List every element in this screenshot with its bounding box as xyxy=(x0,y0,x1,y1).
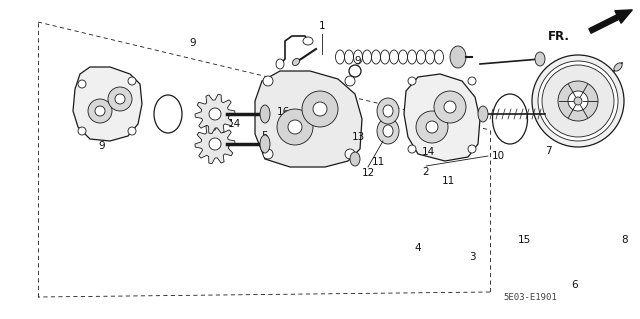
Circle shape xyxy=(468,145,476,153)
Circle shape xyxy=(574,97,582,105)
Circle shape xyxy=(288,120,302,134)
Circle shape xyxy=(209,108,221,120)
Ellipse shape xyxy=(383,105,393,117)
Ellipse shape xyxy=(614,63,622,71)
Circle shape xyxy=(468,77,476,85)
Polygon shape xyxy=(404,74,480,161)
Text: 9: 9 xyxy=(99,141,106,151)
Ellipse shape xyxy=(303,37,313,45)
Circle shape xyxy=(558,81,598,121)
Text: 14: 14 xyxy=(227,119,241,129)
Text: 7: 7 xyxy=(545,146,551,156)
Text: 9: 9 xyxy=(189,38,196,48)
Ellipse shape xyxy=(292,58,300,65)
Circle shape xyxy=(302,91,338,127)
Circle shape xyxy=(313,102,327,116)
Text: 12: 12 xyxy=(362,168,374,178)
Circle shape xyxy=(444,101,456,113)
Circle shape xyxy=(115,94,125,104)
Circle shape xyxy=(434,91,466,123)
Ellipse shape xyxy=(260,135,270,153)
Text: 11: 11 xyxy=(371,157,385,167)
Ellipse shape xyxy=(478,106,488,122)
Circle shape xyxy=(88,99,112,123)
Circle shape xyxy=(277,109,313,145)
Circle shape xyxy=(263,149,273,159)
Text: 10: 10 xyxy=(492,151,504,161)
Circle shape xyxy=(345,76,355,86)
Text: 14: 14 xyxy=(421,147,435,157)
Ellipse shape xyxy=(377,98,399,124)
Text: 5: 5 xyxy=(262,131,268,141)
Polygon shape xyxy=(195,124,235,164)
Circle shape xyxy=(108,87,132,111)
Polygon shape xyxy=(255,71,362,167)
Circle shape xyxy=(128,127,136,135)
Text: 6: 6 xyxy=(572,280,579,290)
Circle shape xyxy=(542,65,614,137)
Text: 16: 16 xyxy=(276,107,290,117)
Ellipse shape xyxy=(350,152,360,166)
Text: 4: 4 xyxy=(415,243,421,253)
Circle shape xyxy=(416,111,448,143)
Circle shape xyxy=(538,61,618,141)
Ellipse shape xyxy=(450,46,466,68)
Text: 13: 13 xyxy=(351,132,365,142)
Circle shape xyxy=(408,77,416,85)
Text: 5E03-E1901: 5E03-E1901 xyxy=(503,293,557,301)
Circle shape xyxy=(78,80,86,88)
Circle shape xyxy=(209,138,221,150)
Text: 11: 11 xyxy=(442,176,454,186)
Circle shape xyxy=(345,149,355,159)
Text: 8: 8 xyxy=(621,235,628,245)
Polygon shape xyxy=(195,94,235,134)
Text: FR.: FR. xyxy=(548,31,570,43)
Text: 15: 15 xyxy=(517,235,531,245)
Circle shape xyxy=(426,121,438,133)
Ellipse shape xyxy=(383,125,393,137)
Circle shape xyxy=(95,106,105,116)
Text: 3: 3 xyxy=(468,252,476,262)
Circle shape xyxy=(263,76,273,86)
Ellipse shape xyxy=(535,52,545,66)
Text: 9: 9 xyxy=(355,56,362,66)
FancyArrow shape xyxy=(589,10,632,33)
Circle shape xyxy=(128,77,136,85)
Ellipse shape xyxy=(377,118,399,144)
Circle shape xyxy=(568,91,588,111)
Circle shape xyxy=(408,145,416,153)
Text: 1: 1 xyxy=(319,21,325,31)
Circle shape xyxy=(78,127,86,135)
Circle shape xyxy=(532,55,624,147)
Polygon shape xyxy=(73,67,142,141)
Circle shape xyxy=(349,65,361,77)
Ellipse shape xyxy=(276,59,284,69)
Ellipse shape xyxy=(260,105,270,123)
Text: 2: 2 xyxy=(422,167,429,177)
